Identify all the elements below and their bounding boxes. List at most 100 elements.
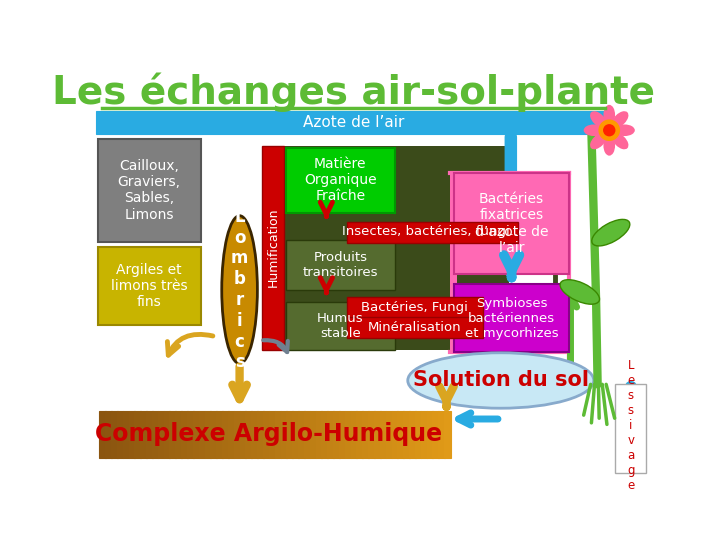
Bar — [281, 411, 287, 457]
Ellipse shape — [590, 111, 606, 127]
Bar — [262, 146, 284, 350]
Bar — [392, 411, 398, 457]
Bar — [427, 411, 433, 457]
Bar — [98, 247, 201, 325]
Bar — [286, 302, 395, 350]
Bar — [228, 411, 235, 457]
Ellipse shape — [612, 133, 629, 150]
Bar — [287, 411, 293, 457]
Bar — [438, 411, 445, 457]
Bar — [129, 411, 135, 457]
Text: Cailloux,
Graviers,
Sables,
Limons: Cailloux, Graviers, Sables, Limons — [117, 159, 181, 221]
Text: Solution du sol: Solution du sol — [413, 370, 589, 390]
Bar — [374, 411, 381, 457]
Bar — [292, 411, 299, 457]
Bar — [304, 411, 310, 457]
Bar — [263, 411, 269, 457]
Text: Les échanges air-sol-plante: Les échanges air-sol-plante — [52, 73, 655, 112]
Bar — [117, 411, 123, 457]
Bar — [356, 411, 363, 457]
Bar — [403, 411, 410, 457]
Bar — [333, 411, 340, 457]
Bar — [415, 411, 421, 457]
Bar — [339, 411, 346, 457]
Bar — [146, 411, 153, 457]
Ellipse shape — [603, 105, 615, 125]
Bar — [122, 411, 129, 457]
Ellipse shape — [560, 280, 600, 304]
Bar — [449, 173, 457, 352]
Ellipse shape — [590, 133, 606, 150]
Bar — [105, 411, 112, 457]
Bar — [409, 411, 415, 457]
Ellipse shape — [612, 111, 629, 127]
Bar — [368, 411, 374, 457]
Bar — [98, 139, 201, 242]
Bar — [210, 411, 217, 457]
Text: Symbioses
bactériennes
et mycorhizes: Symbioses bactériennes et mycorhizes — [465, 296, 559, 340]
Ellipse shape — [222, 215, 258, 363]
Text: Complexe Argilo-Humique: Complexe Argilo-Humique — [95, 422, 442, 447]
Bar — [347, 318, 483, 338]
Bar — [274, 411, 282, 457]
Bar — [181, 411, 188, 457]
Bar — [193, 411, 199, 457]
Bar — [321, 411, 328, 457]
Text: Humus
stable: Humus stable — [317, 312, 364, 340]
Bar — [187, 411, 194, 457]
Circle shape — [598, 119, 620, 141]
Text: Produits
transitoires: Produits transitoires — [302, 251, 378, 279]
Bar — [397, 411, 404, 457]
Bar — [163, 411, 170, 457]
Bar — [454, 173, 569, 274]
Bar — [380, 411, 387, 457]
Bar — [286, 240, 395, 289]
Bar — [175, 411, 182, 457]
Text: Humification: Humification — [266, 207, 279, 287]
Bar — [199, 411, 205, 457]
Ellipse shape — [592, 219, 630, 246]
Bar — [135, 411, 141, 457]
Bar — [616, 384, 647, 473]
Text: Argiles et
limons très
fins: Argiles et limons très fins — [111, 262, 187, 309]
Bar — [286, 148, 395, 213]
Bar — [454, 284, 569, 352]
Bar — [234, 411, 240, 457]
Bar — [328, 411, 334, 457]
Text: Minéralisation: Minéralisation — [368, 321, 462, 334]
Text: L
e
s
s
i
v
a
g
e: L e s s i v a g e — [627, 359, 635, 491]
Bar — [158, 411, 164, 457]
Text: Matière
Organique
Fraîche: Matière Organique Fraîche — [304, 157, 377, 204]
Bar — [444, 411, 451, 457]
Ellipse shape — [408, 353, 594, 408]
Bar — [111, 411, 117, 457]
Text: Azote de l’air: Azote de l’air — [303, 115, 404, 130]
Bar — [362, 411, 369, 457]
Bar — [310, 411, 316, 457]
Ellipse shape — [615, 125, 635, 136]
Bar — [169, 411, 176, 457]
Bar — [347, 222, 518, 242]
Bar — [251, 411, 258, 457]
Bar — [298, 411, 305, 457]
Bar — [315, 411, 322, 457]
Ellipse shape — [584, 125, 604, 136]
Bar — [246, 411, 252, 457]
Bar — [347, 298, 483, 318]
Text: Insectes, bactéries, fungi...: Insectes, bactéries, fungi... — [343, 225, 523, 238]
Bar — [99, 411, 106, 457]
Bar — [204, 411, 211, 457]
Bar — [96, 111, 611, 134]
Bar — [386, 411, 392, 457]
Bar — [269, 411, 275, 457]
Bar — [284, 146, 508, 350]
Text: L
o
m
b
r
i
c
s: L o m b r i c s — [231, 208, 248, 372]
Bar — [351, 411, 357, 457]
Ellipse shape — [603, 136, 615, 156]
Bar — [433, 411, 439, 457]
Text: Bactéries
fixatrices
d’azote de
l’air: Bactéries fixatrices d’azote de l’air — [475, 192, 549, 255]
Bar — [140, 411, 147, 457]
Bar — [222, 411, 228, 457]
Bar — [420, 411, 427, 457]
Text: Bactéries, Fungi: Bactéries, Fungi — [361, 301, 468, 314]
